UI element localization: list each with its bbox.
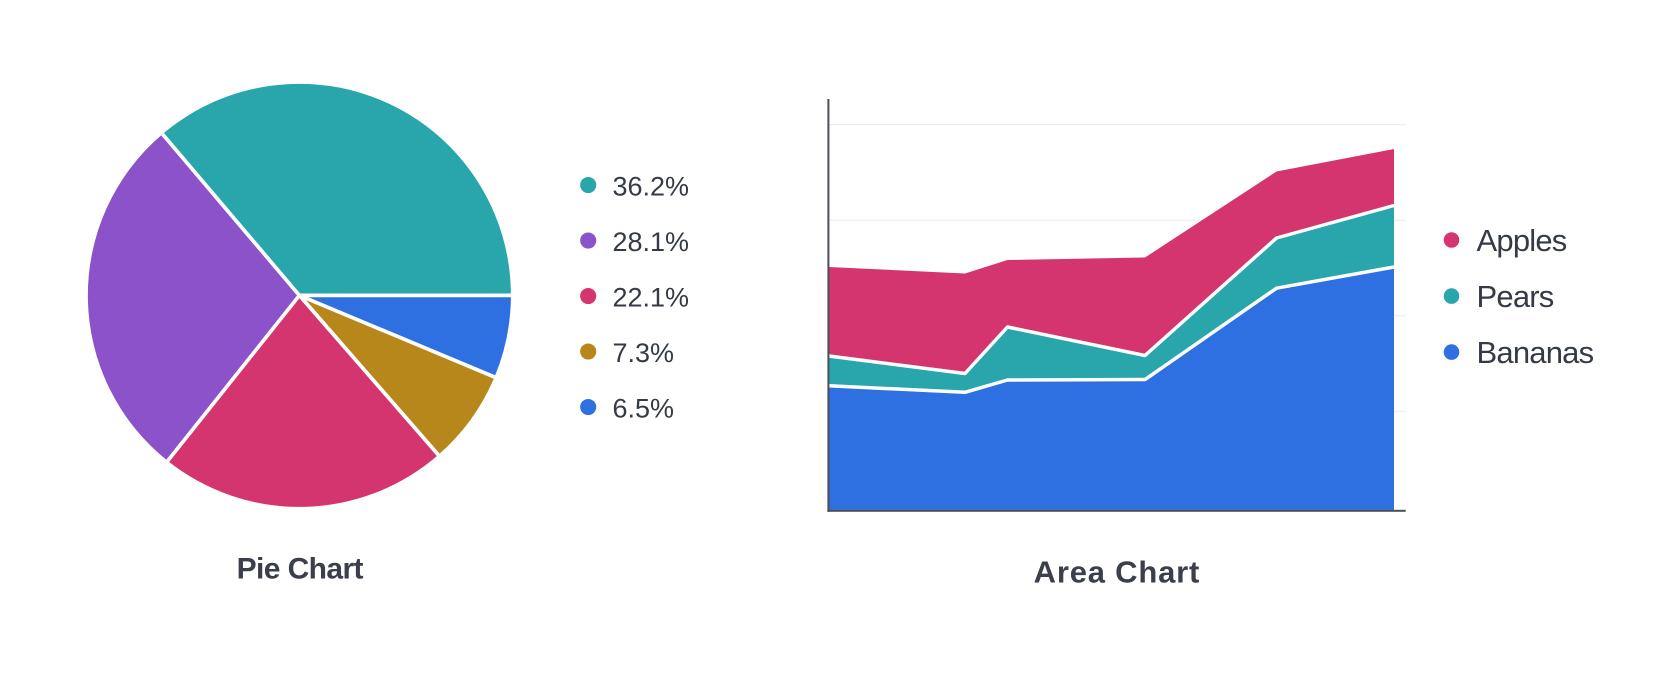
svg-text:28.1%: 28.1% [613, 227, 690, 257]
svg-text:Pears: Pears [1477, 279, 1554, 314]
svg-text:22.1%: 22.1% [613, 283, 690, 313]
svg-text:Apples: Apples [1477, 223, 1567, 258]
svg-text:Pie Chart: Pie Chart [237, 553, 364, 586]
svg-text:Area Chart: Area Chart [1034, 555, 1201, 590]
svg-text:6.5%: 6.5% [613, 394, 675, 424]
svg-text:Bananas: Bananas [1477, 335, 1594, 370]
svg-text:36.2%: 36.2% [613, 172, 690, 202]
svg-text:7.3%: 7.3% [613, 338, 675, 368]
